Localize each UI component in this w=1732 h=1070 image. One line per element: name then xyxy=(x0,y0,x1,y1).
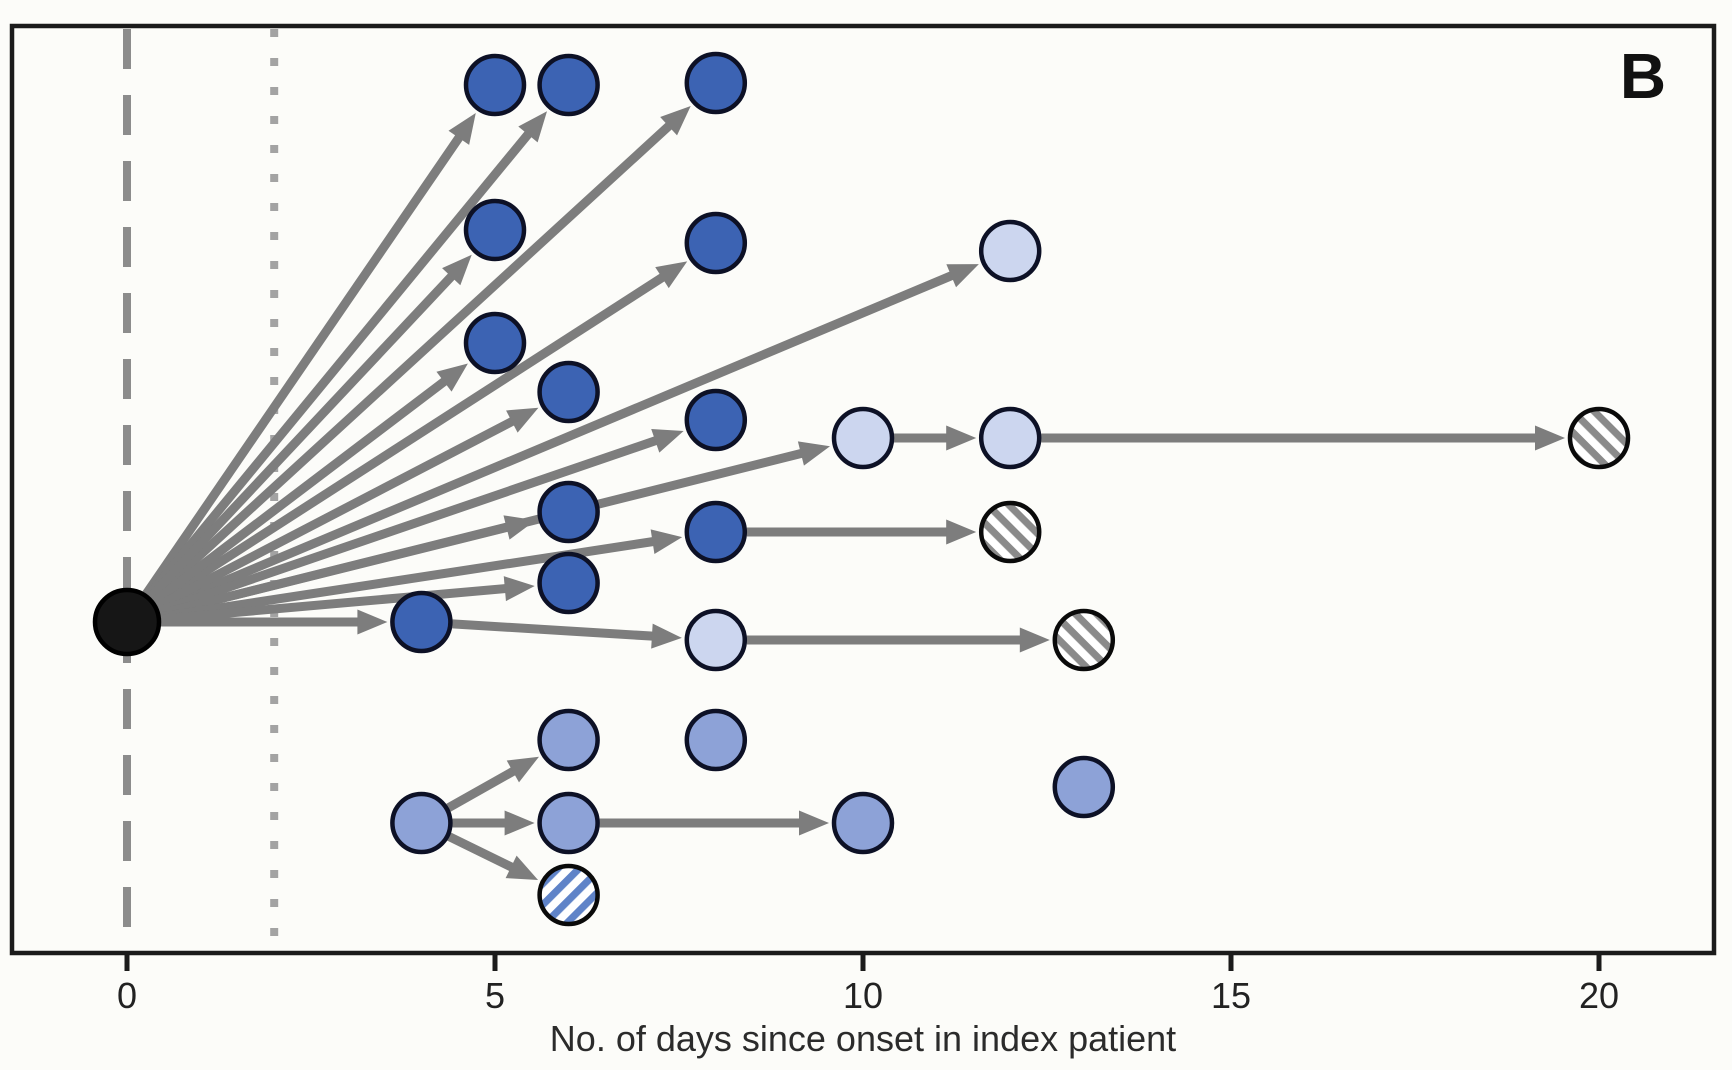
x-tick-label: 5 xyxy=(485,975,505,1016)
case-node-dark xyxy=(537,551,600,615)
x-axis-title: No. of days since onset in index patient xyxy=(549,1018,1177,1059)
transmission-arrowhead xyxy=(518,111,548,143)
transmission-arrow xyxy=(447,832,526,877)
transmission-arrow xyxy=(142,124,471,597)
transmission-arrow xyxy=(146,263,464,601)
index-case-node xyxy=(92,587,162,657)
transmission-arrowhead xyxy=(655,261,688,289)
transmission-arrow xyxy=(153,266,676,608)
transmission-arrowhead xyxy=(946,519,977,545)
transmission-arrowhead xyxy=(505,855,539,881)
case-node-dark xyxy=(537,360,600,424)
transmission-arrowhead xyxy=(946,425,977,451)
x-tick-label: 15 xyxy=(1211,975,1251,1016)
transmission-arrow xyxy=(159,535,667,622)
transmission-arrow xyxy=(452,619,666,642)
transmission-arrowhead xyxy=(436,363,468,392)
transmission-arrowhead xyxy=(797,441,831,466)
case-node-light xyxy=(978,219,1042,283)
case-node-dark xyxy=(390,590,453,654)
case-node-hatched_gray xyxy=(978,500,1042,564)
case-node-dark xyxy=(537,480,600,544)
transmission-arrowhead xyxy=(946,264,979,288)
case-node-dark xyxy=(463,198,527,262)
transmission-arrowhead xyxy=(1535,425,1565,451)
transmission-arrowhead xyxy=(503,576,535,602)
transmission-arrow xyxy=(151,369,458,606)
transmission-arrowhead xyxy=(357,609,388,635)
transmission-arrowhead xyxy=(448,113,476,145)
case-node-medium xyxy=(390,791,453,855)
transmission-arrowhead xyxy=(506,407,539,433)
transmission-arrow xyxy=(158,519,521,619)
case-node-light xyxy=(978,406,1042,470)
case-node-light xyxy=(684,608,748,672)
transmission-arrowhead xyxy=(651,428,684,453)
case-node-dark xyxy=(684,211,748,275)
case-node-dark xyxy=(684,51,748,115)
panel-label-b: B xyxy=(1619,40,1667,112)
x-tick-label: 20 xyxy=(1579,975,1619,1016)
transmission-arrow xyxy=(160,582,519,624)
transmission-arrowhead xyxy=(799,810,829,836)
transmission-arrowhead xyxy=(651,623,682,649)
case-node-dark xyxy=(537,53,600,117)
case-node-dark xyxy=(684,500,748,564)
case-node-dark xyxy=(463,311,527,375)
case-node-medium xyxy=(684,708,748,772)
transmission-arrow xyxy=(156,266,966,613)
transmission-arrow xyxy=(149,113,682,603)
transmission-arrow xyxy=(446,760,527,812)
case-node-hatched_blue xyxy=(537,863,600,927)
case-node-medium xyxy=(831,791,895,855)
case-node-medium xyxy=(537,791,600,855)
transmission-arrowhead xyxy=(660,105,691,136)
transmission-arrowhead xyxy=(1019,627,1050,653)
x-tick-label: 10 xyxy=(843,975,883,1016)
transmission-arrowhead xyxy=(650,529,683,555)
case-node-dark xyxy=(463,53,527,117)
case-node-dark xyxy=(684,388,748,452)
transmission-arrow xyxy=(157,432,670,616)
case-node-light xyxy=(831,406,895,470)
case-node-medium xyxy=(537,708,600,772)
transmission-arrowhead xyxy=(504,810,535,836)
transmission-arrow xyxy=(155,411,526,611)
transmission-arrow xyxy=(145,121,540,599)
x-tick-label: 0 xyxy=(117,975,137,1016)
case-node-hatched_gray xyxy=(1052,608,1116,672)
transmission-arrowhead xyxy=(442,254,472,286)
transmission-arrowhead xyxy=(503,515,536,540)
case-node-medium xyxy=(1052,755,1116,819)
transmission-arrowhead xyxy=(506,756,539,783)
case-node-hatched_gray xyxy=(1567,406,1631,470)
